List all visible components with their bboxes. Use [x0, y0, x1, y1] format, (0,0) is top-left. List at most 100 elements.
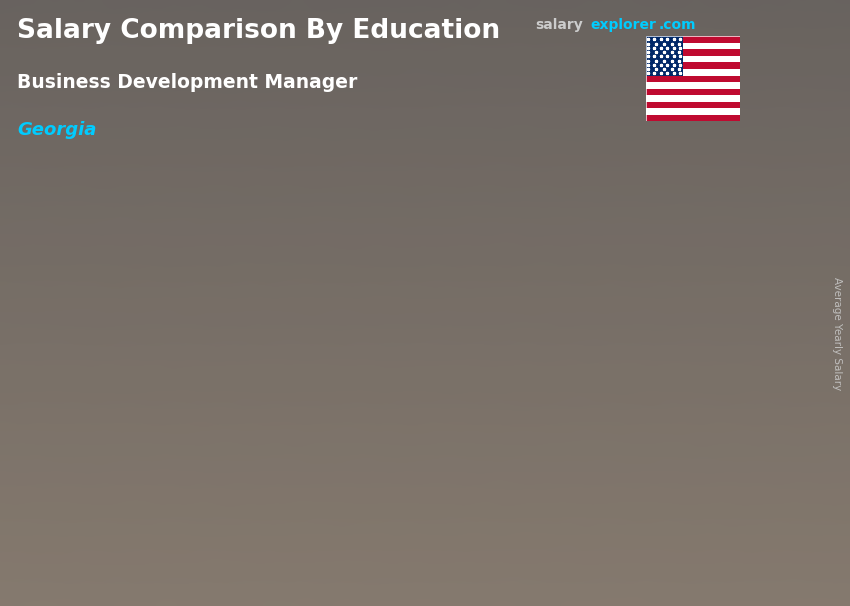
Bar: [646, 36, 683, 76]
Bar: [646, 95, 740, 102]
Bar: [95, 376, 170, 378]
Bar: [632, 263, 708, 267]
Bar: [632, 361, 708, 366]
Polygon shape: [529, 467, 541, 476]
Polygon shape: [170, 488, 183, 493]
Polygon shape: [170, 404, 183, 413]
Bar: [95, 373, 170, 376]
Bar: [453, 490, 529, 493]
Bar: [453, 344, 529, 347]
Bar: [274, 421, 349, 423]
Bar: [646, 76, 740, 82]
Polygon shape: [708, 344, 720, 356]
Bar: [453, 315, 529, 319]
Bar: [95, 488, 170, 491]
Text: Business Development Manager: Business Development Manager: [17, 73, 357, 92]
Text: 128,000 USD: 128,000 USD: [265, 326, 361, 339]
Bar: [632, 296, 708, 300]
Bar: [632, 454, 708, 459]
Text: Average Yearly Salary: Average Yearly Salary: [832, 277, 842, 390]
Polygon shape: [529, 475, 541, 482]
Polygon shape: [708, 372, 720, 385]
Bar: [274, 369, 349, 371]
Bar: [274, 401, 349, 404]
Bar: [632, 450, 708, 454]
Bar: [274, 352, 349, 355]
Bar: [95, 455, 170, 457]
Bar: [95, 390, 170, 392]
Bar: [95, 438, 170, 441]
Polygon shape: [170, 484, 183, 488]
Bar: [453, 290, 529, 293]
Polygon shape: [349, 451, 362, 458]
Bar: [274, 487, 349, 490]
Bar: [274, 448, 349, 450]
Bar: [632, 328, 708, 333]
Bar: [95, 478, 170, 480]
Bar: [95, 491, 170, 493]
Bar: [453, 415, 529, 418]
Bar: [453, 333, 529, 336]
Bar: [632, 300, 708, 305]
Polygon shape: [170, 400, 183, 409]
Bar: [95, 474, 170, 476]
Polygon shape: [349, 441, 362, 448]
Bar: [632, 356, 708, 361]
Bar: [95, 465, 170, 468]
Text: salary: salary: [536, 18, 583, 32]
Bar: [95, 382, 170, 384]
Bar: [453, 468, 529, 472]
Text: explorer: explorer: [591, 18, 656, 32]
Text: 186,000 USD: 186,000 USD: [445, 259, 541, 273]
Polygon shape: [349, 492, 362, 497]
Bar: [632, 375, 708, 380]
Bar: [274, 367, 349, 369]
Bar: [453, 311, 529, 315]
Bar: [274, 399, 349, 401]
Polygon shape: [349, 394, 362, 404]
Bar: [274, 355, 349, 357]
Bar: [646, 56, 740, 62]
Bar: [453, 340, 529, 344]
Bar: [274, 478, 349, 480]
Bar: [453, 476, 529, 479]
Bar: [453, 440, 529, 444]
Polygon shape: [349, 353, 362, 364]
Polygon shape: [529, 482, 541, 490]
Bar: [632, 441, 708, 445]
Bar: [632, 291, 708, 296]
Polygon shape: [170, 413, 183, 422]
Polygon shape: [708, 334, 720, 347]
Polygon shape: [708, 267, 720, 282]
Bar: [453, 301, 529, 304]
Bar: [95, 380, 170, 382]
Polygon shape: [170, 435, 183, 442]
Bar: [274, 359, 349, 362]
Polygon shape: [349, 410, 362, 418]
Polygon shape: [170, 466, 183, 472]
Bar: [632, 235, 708, 239]
Bar: [274, 475, 349, 478]
Polygon shape: [170, 369, 183, 380]
Bar: [646, 102, 740, 108]
Bar: [95, 430, 170, 432]
Polygon shape: [529, 350, 541, 361]
Polygon shape: [170, 418, 183, 426]
Bar: [453, 482, 529, 486]
Bar: [632, 413, 708, 418]
Bar: [632, 483, 708, 488]
Bar: [632, 338, 708, 342]
Polygon shape: [349, 363, 362, 374]
Bar: [274, 364, 349, 367]
Bar: [632, 286, 708, 291]
Polygon shape: [529, 394, 541, 404]
Bar: [95, 442, 170, 445]
Text: Georgia: Georgia: [17, 121, 96, 139]
Polygon shape: [529, 305, 541, 319]
Polygon shape: [170, 365, 183, 376]
Polygon shape: [708, 401, 720, 413]
Bar: [632, 253, 708, 258]
Bar: [453, 444, 529, 447]
Bar: [646, 88, 740, 95]
Bar: [274, 362, 349, 364]
